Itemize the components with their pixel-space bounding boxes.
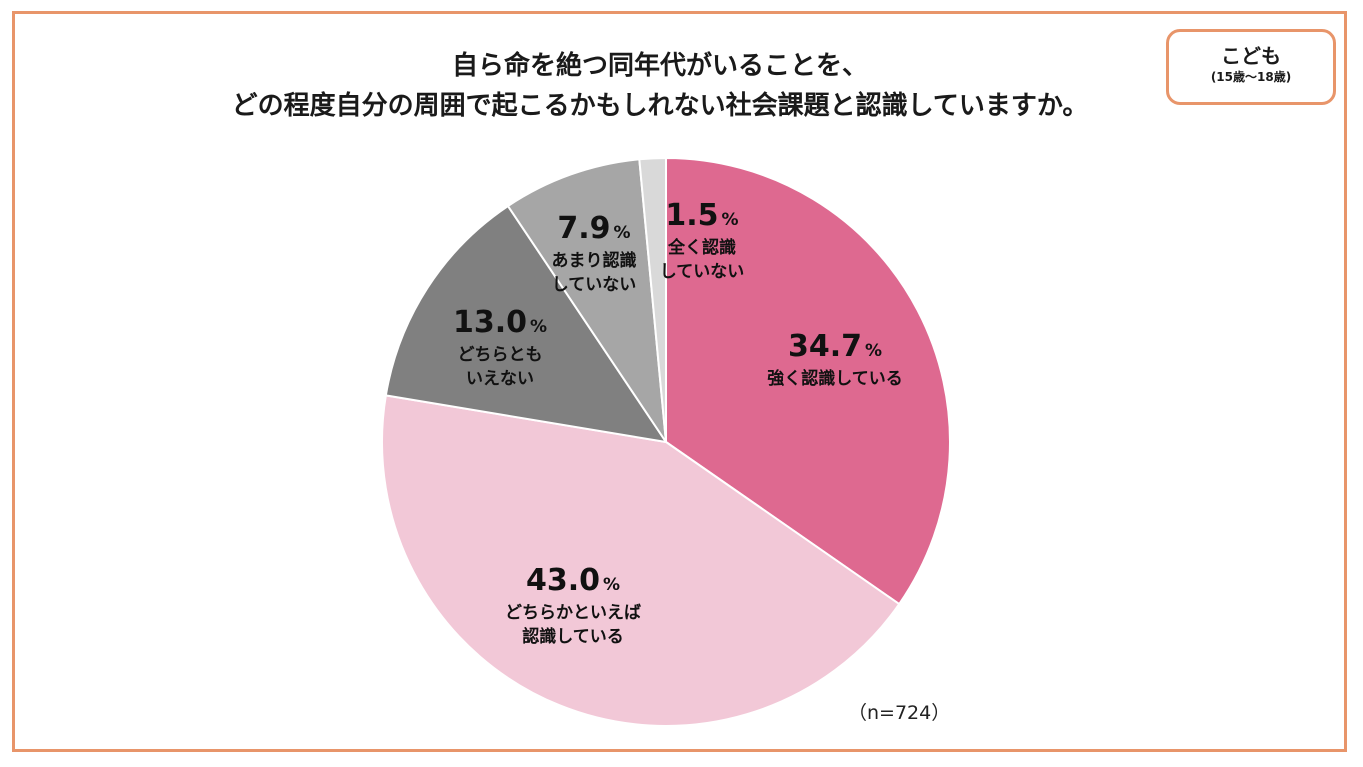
slice-category-2-line-1: いえない [466,369,534,389]
pie-slice-4 [638,156,667,443]
chart-title-line-2: どの程度自分の周囲で起こるかもしれない社会課題と認識していますか。 [231,91,1089,121]
respondent-group-badge: こども (15歳〜18歳) [1166,29,1336,105]
pie-slice-2 [384,204,669,444]
slice-category-1-line-0: どちらかといえば [505,603,641,623]
slice-category-3-line-1: していない [552,275,637,295]
chart-title: 自ら命を絶つ同年代がいることを、 どの程度自分の周囲で起こるかもしれない社会課題… [150,46,1170,126]
chart-title-line-1: 自ら命を絶つ同年代がいることを、 [451,51,868,81]
pie-slice-3 [506,158,667,443]
slice-value-2: 13.0% [453,305,547,340]
respondent-group-label: こども [1221,44,1281,68]
sample-size-note: （n=724） [848,702,951,724]
slice-category-3-line-0: あまり認識 [552,250,637,271]
slice-label-0: 34.7 % 強く認識している [767,329,903,389]
pie-slice-0 [665,156,951,606]
outer-frame [12,11,1347,752]
pie-slice-1 [381,394,901,727]
slice-value-1: 43.0% [526,563,620,598]
slice-category-1-line-1: 認識している [522,626,624,647]
slice-category-0-line-0: 強く認識している [767,368,903,389]
slice-category-2-line-0: どちらとも [458,345,543,365]
slice-value-3: 7.9% [557,211,630,246]
slice-category-4-line-0: 全く認識 [667,237,736,258]
slice-category-4-line-1: していない [660,262,745,282]
respondent-age-range: (15歳〜18歳) [1210,70,1292,84]
slice-value-4: 1.5% [665,198,738,233]
slice-value-0: 34.7% [788,329,882,364]
